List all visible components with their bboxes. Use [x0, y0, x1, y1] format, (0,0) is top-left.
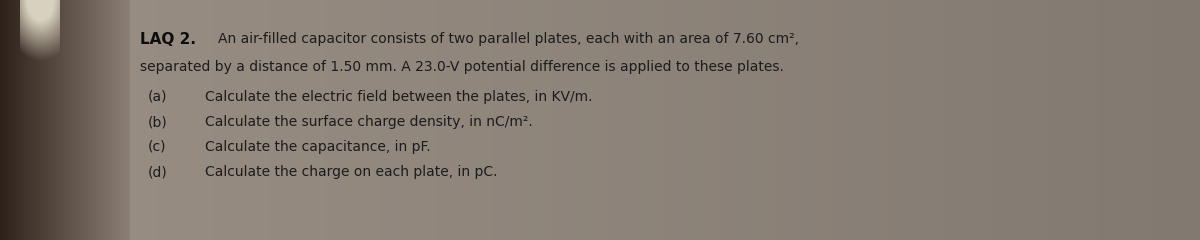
Text: Calculate the charge on each plate, in pC.: Calculate the charge on each plate, in p…: [205, 165, 498, 179]
Text: Calculate the electric field between the plates, in KV/m.: Calculate the electric field between the…: [205, 90, 593, 104]
Text: An air-filled capacitor consists of two parallel plates, each with an area of 7.: An air-filled capacitor consists of two …: [218, 32, 799, 46]
Text: (d): (d): [148, 165, 168, 179]
Text: (c): (c): [148, 140, 167, 154]
Text: Calculate the capacitance, in pF.: Calculate the capacitance, in pF.: [205, 140, 431, 154]
Text: Calculate the surface charge density, in nC/m².: Calculate the surface charge density, in…: [205, 115, 533, 129]
Text: (a): (a): [148, 90, 168, 104]
Text: (b): (b): [148, 115, 168, 129]
Text: LAQ 2.: LAQ 2.: [140, 32, 196, 47]
Text: separated by a distance of 1.50 mm. A 23.0-V potential difference is applied to : separated by a distance of 1.50 mm. A 23…: [140, 60, 784, 74]
